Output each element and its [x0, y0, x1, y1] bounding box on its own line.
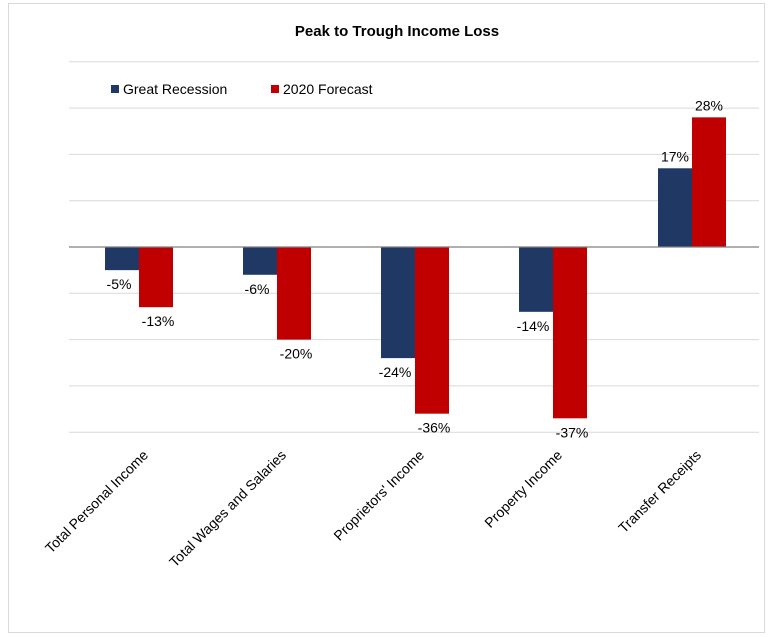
data-label-2020-forecast-proprietors-income: -36%	[418, 420, 451, 436]
legend: Great Recession 2020 Forecast	[111, 81, 373, 97]
bar-great-recession-total-personal-income	[105, 247, 139, 271]
bar-2020-forecast-total-wages-and-salaries	[277, 247, 311, 340]
legend-label-great-recession: Great Recession	[123, 81, 227, 97]
data-label-2020-forecast-property-income: -37%	[556, 424, 589, 440]
data-label-great-recession-total-personal-income: -5%	[107, 276, 132, 292]
bar-2020-forecast-property-income	[553, 247, 587, 419]
bar-great-recession-property-income	[519, 247, 553, 312]
data-label-great-recession-property-income: -14%	[517, 318, 550, 334]
x-axis-tick-labels: Total Personal Income Total Wages and Sal…	[42, 447, 704, 570]
legend-swatch-great-recession	[111, 85, 119, 93]
x-tick-label-transfer-receipts: Transfer Receipts	[615, 447, 704, 536]
bar-2020-forecast-transfer-receipts	[692, 117, 726, 247]
x-tick-label-proprietors-income: Proprietors' Income	[330, 447, 427, 544]
data-label-great-recession-total-wages-and-salaries: -6%	[245, 281, 270, 297]
bar-great-recession-total-wages-and-salaries	[243, 247, 277, 275]
data-label-2020-forecast-transfer-receipts: 28%	[695, 97, 723, 113]
data-label-2020-forecast-total-personal-income: -13%	[142, 313, 175, 329]
legend-swatch-2020-forecast	[271, 85, 279, 93]
bar-2020-forecast-total-personal-income	[139, 247, 173, 308]
bar-2020-forecast-proprietors-income	[415, 247, 449, 414]
bar-chart: Peak to Trough Income Loss -5% -6% -24% -14…	[42, 23, 759, 570]
data-label-great-recession-transfer-receipts: 17%	[661, 148, 689, 164]
bars	[105, 117, 726, 419]
x-tick-label-property-income: Property Income	[481, 447, 565, 531]
legend-label-2020-forecast: 2020 Forecast	[283, 81, 373, 97]
data-label-great-recession-proprietors-income: -24%	[379, 364, 412, 380]
bar-great-recession-transfer-receipts	[658, 168, 692, 247]
chart-title: Peak to Trough Income Loss	[295, 23, 499, 40]
data-label-2020-forecast-total-wages-and-salaries: -20%	[280, 346, 313, 362]
bar-great-recession-proprietors-income	[381, 247, 415, 359]
x-tick-label-total-wages-and-salaries: Total Wages and Salaries	[166, 447, 289, 570]
data-labels: -5% -6% -24% -14% 17% -13% -20% -36% -37% 28%	[107, 97, 723, 440]
chart-frame: Peak to Trough Income Loss -5% -6% -24% -14…	[8, 3, 765, 633]
x-tick-label-total-personal-income: Total Personal Income	[42, 447, 151, 556]
